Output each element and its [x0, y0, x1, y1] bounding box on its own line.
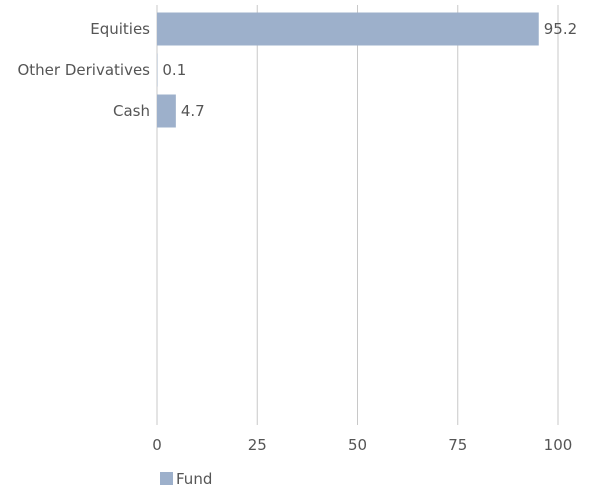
bar-equities	[157, 12, 539, 46]
x-tick-label: 0	[152, 436, 162, 454]
category-label: Cash	[113, 102, 150, 120]
legend-label-fund: Fund	[176, 470, 212, 488]
category-label: Other Derivatives	[17, 61, 150, 79]
x-tick-label: 100	[544, 436, 573, 454]
x-tick-label: 75	[448, 436, 467, 454]
data-label: 0.1	[162, 61, 186, 79]
grid-layer	[156, 5, 559, 425]
bar-cash	[157, 94, 176, 128]
data-label: 95.2	[544, 20, 577, 38]
bars-layer	[157, 12, 539, 128]
x-tick-label: 25	[248, 436, 267, 454]
legend: Fund	[160, 470, 212, 488]
category-label: Equities	[90, 20, 150, 38]
labels-layer: 0 25 50 75 100 Equities 95.2 Other Derivatives 0…	[17, 20, 577, 454]
legend-swatch-fund	[160, 472, 173, 485]
data-label: 4.7	[181, 102, 205, 120]
x-tick-label: 50	[348, 436, 367, 454]
